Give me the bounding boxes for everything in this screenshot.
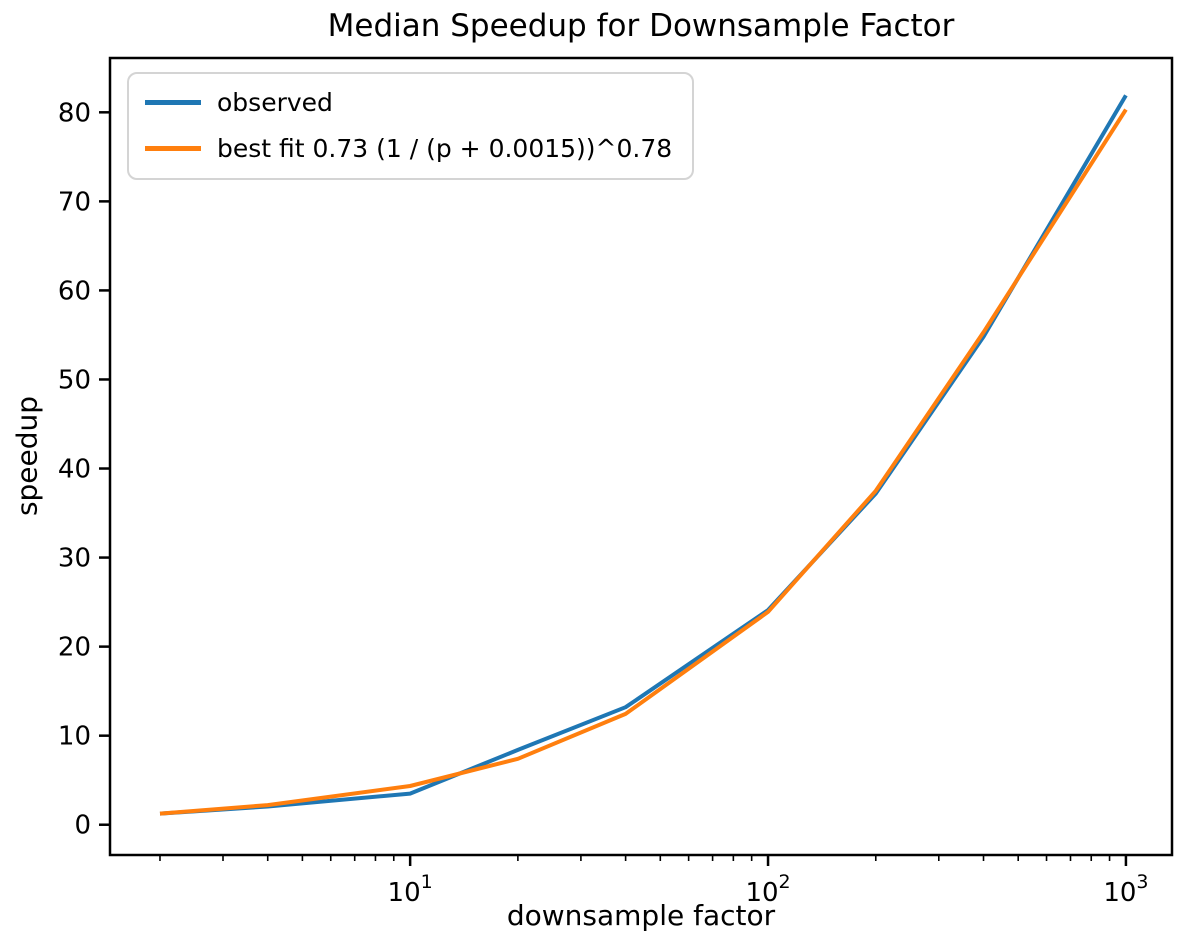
legend-line-sample-observed [145,99,201,105]
y-tick-label: 20 [58,633,91,663]
y-tick-label: 40 [58,455,91,485]
y-tick-label: 50 [58,365,91,395]
legend-item-best-fit: best fit 0.73 (1 / (p + 0.0015))^0.78 [145,130,672,166]
y-axis-label: speedup [10,395,44,517]
series-line-best-fit [159,108,1128,816]
y-tick-label: 0 [74,811,91,841]
chart-title: Median Speedup for Downsample Factor [327,8,955,44]
x-tick-label: 102 [745,871,790,908]
x-axis-label: downsample factor [506,899,776,932]
y-tick-label: 70 [58,187,91,217]
y-tick-label: 30 [58,544,91,574]
axes-spines [108,56,1174,857]
legend: observed best fit 0.73 (1 / (p + 0.0015)… [127,72,695,180]
legend-item-observed: observed [145,84,672,120]
legend-label-observed: observed [217,87,333,117]
legend-label-best-fit: best fit 0.73 (1 / (p + 0.0015))^0.78 [217,133,673,163]
y-tick-label: 80 [58,98,91,128]
legend-line-sample-best-fit [145,145,201,151]
x-tick-label: 103 [1103,871,1148,908]
y-tick-label: 60 [58,276,91,306]
y-tick-label: 10 [58,722,91,752]
series-line-observed [159,94,1128,816]
x-tick-label: 101 [388,871,433,908]
